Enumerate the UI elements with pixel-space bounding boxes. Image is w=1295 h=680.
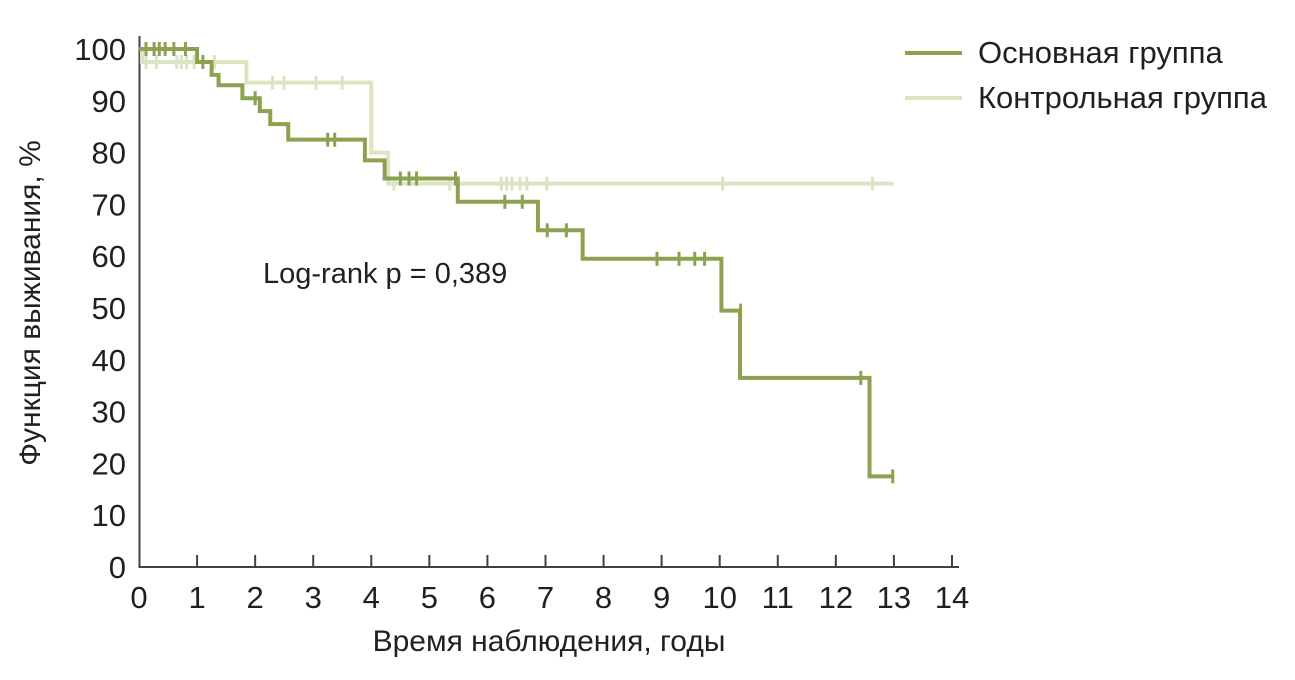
y-tick-label: 70 bbox=[92, 187, 126, 222]
y-tick-label: 60 bbox=[92, 239, 126, 274]
legend-label-control: Контрольная группа bbox=[978, 79, 1267, 115]
log-rank-annotation: Log-rank p = 0,389 bbox=[263, 258, 508, 290]
legend-item-control: Контрольная группа bbox=[905, 75, 1267, 120]
x-tick-label: 6 bbox=[479, 580, 496, 615]
y-tick-label: 90 bbox=[92, 84, 126, 119]
legend-line-main bbox=[905, 50, 962, 55]
x-tick-label: 11 bbox=[762, 580, 794, 615]
x-tick-label: 12 bbox=[819, 580, 853, 615]
x-tick-label: 2 bbox=[247, 580, 264, 615]
x-tick-label: 5 bbox=[421, 580, 438, 615]
x-tick-label: 9 bbox=[653, 580, 670, 615]
x-tick-label: 10 bbox=[702, 580, 736, 615]
x-tick-label: 3 bbox=[305, 580, 322, 615]
x-tick-label: 0 bbox=[130, 580, 147, 615]
legend-label-main: Основная группа bbox=[978, 34, 1223, 70]
x-axis-title: Время наблюдения, годы bbox=[372, 625, 726, 658]
legend-item-main: Основная группа bbox=[905, 30, 1267, 75]
y-tick-label: 100 bbox=[74, 32, 126, 67]
x-tick-label: 13 bbox=[877, 580, 911, 615]
y-tick-label: 80 bbox=[92, 136, 126, 171]
x-tick-label: 8 bbox=[595, 580, 612, 615]
km-curve-main bbox=[139, 47, 894, 479]
legend: Основная группа Контрольная группа bbox=[905, 30, 1267, 120]
y-tick-label: 20 bbox=[92, 446, 126, 481]
y-axis-title: Функция выживания, % bbox=[14, 140, 47, 466]
x-tick-label: 1 bbox=[188, 580, 205, 615]
x-tick-label: 7 bbox=[537, 580, 554, 615]
y-tick-label: 50 bbox=[92, 291, 126, 326]
y-tick-label: 40 bbox=[92, 343, 126, 378]
x-tick-label: 4 bbox=[363, 580, 380, 615]
legend-line-control bbox=[905, 95, 962, 100]
x-tick-label: 14 bbox=[935, 580, 969, 615]
y-tick-label: 10 bbox=[92, 498, 126, 533]
km-curve-control bbox=[139, 47, 894, 186]
y-tick-label: 0 bbox=[109, 550, 126, 585]
y-tick-label: 30 bbox=[92, 395, 126, 430]
